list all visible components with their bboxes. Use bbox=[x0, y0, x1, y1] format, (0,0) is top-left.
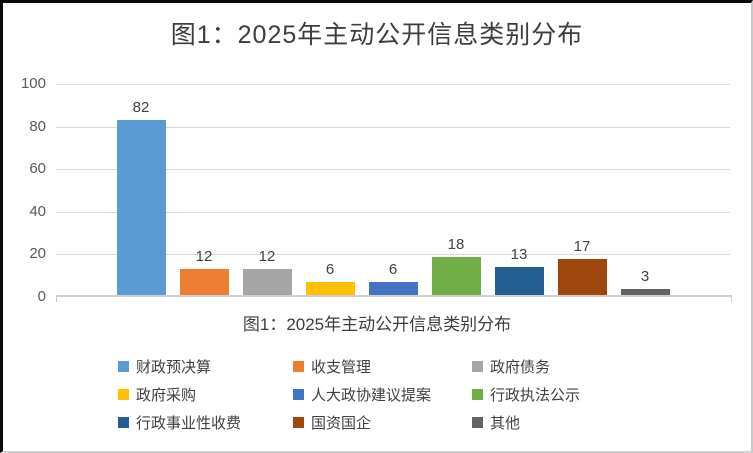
bar-行政事业性收费 bbox=[494, 267, 544, 295]
bar-行政执法公示 bbox=[431, 257, 481, 295]
legend-label: 人大政协建议提案 bbox=[311, 386, 432, 404]
legend-label: 政府债务 bbox=[490, 358, 551, 376]
bar-value-label: 18 bbox=[447, 236, 465, 253]
legend-label: 政府采购 bbox=[136, 386, 197, 404]
bar-group: 13 bbox=[494, 246, 544, 295]
legend-swatch-icon bbox=[472, 388, 483, 400]
legend-label: 收支管理 bbox=[311, 358, 372, 376]
axis-tick-right bbox=[731, 295, 732, 302]
y-axis-label-0: 0 bbox=[37, 288, 46, 305]
legend-item-政府采购: 政府采购 bbox=[118, 384, 293, 405]
legend-swatch-icon bbox=[118, 388, 129, 400]
bar-财政预决算 bbox=[116, 120, 166, 295]
bar-value-label: 12 bbox=[258, 248, 276, 265]
category-axis-line bbox=[56, 295, 732, 297]
y-axis-label-80: 80 bbox=[29, 117, 46, 135]
legend-label: 其他 bbox=[490, 414, 521, 432]
legend-swatch-icon bbox=[118, 416, 129, 428]
bar-group: 18 bbox=[431, 236, 481, 295]
category-axis-label: 图1：2025年主动公开信息类别分布 bbox=[242, 315, 512, 334]
bar-value-label: 6 bbox=[388, 261, 398, 278]
gridline-80 bbox=[56, 126, 730, 128]
bar-其他 bbox=[620, 289, 670, 295]
y-axis-label-100: 100 bbox=[20, 75, 46, 92]
legend-label: 行政事业性收费 bbox=[136, 414, 242, 432]
legend-label: 行政执法公示 bbox=[490, 386, 581, 404]
bar-group: 17 bbox=[557, 238, 607, 295]
bar-国资国企 bbox=[557, 259, 607, 295]
bar-group: 6 bbox=[305, 261, 355, 295]
legend-item-人大政协建议提案: 人大政协建议提案 bbox=[293, 384, 472, 405]
legend-item-财政预决算: 财政预决算 bbox=[118, 356, 293, 377]
bar-group: 12 bbox=[242, 248, 292, 295]
legend-item-其他: 其他 bbox=[472, 412, 657, 433]
bar-value-label: 13 bbox=[510, 246, 528, 263]
bar-政府债务 bbox=[242, 269, 292, 295]
gridline-40 bbox=[56, 211, 730, 213]
bar-value-label: 6 bbox=[325, 261, 335, 278]
y-axis-label-60: 60 bbox=[29, 160, 46, 178]
legend-item-国资国企: 国资国企 bbox=[293, 412, 472, 433]
y-axis-label-20: 20 bbox=[29, 245, 46, 263]
axis-tick-left bbox=[56, 295, 57, 302]
bar-收支管理 bbox=[179, 269, 229, 295]
legend-swatch-icon bbox=[293, 416, 304, 428]
legend-item-政府债务: 政府债务 bbox=[472, 356, 657, 377]
bar-value-label: 12 bbox=[195, 248, 213, 265]
legend-label: 国资国企 bbox=[311, 414, 372, 432]
legend: 财政预决算 收支管理 政府债务政府采购 人大政协建议提案 行政执法公示行政事业性收费 国资… bbox=[118, 352, 657, 436]
bar-group: 3 bbox=[620, 268, 670, 295]
gridline-100 bbox=[56, 84, 730, 85]
legend-swatch-icon bbox=[118, 360, 129, 372]
bar-人大政协建议提案 bbox=[368, 282, 418, 295]
legend-swatch-icon bbox=[472, 360, 483, 372]
gridline-60 bbox=[56, 169, 730, 171]
bars-row: 82 12 12 6 6 18 13 17 3 bbox=[56, 83, 730, 295]
bar-value-label: 3 bbox=[640, 268, 650, 285]
gridline-20 bbox=[56, 254, 730, 256]
legend-item-行政事业性收费: 行政事业性收费 bbox=[118, 412, 293, 433]
legend-swatch-icon bbox=[293, 360, 304, 372]
legend-item-收支管理: 收支管理 bbox=[293, 356, 472, 377]
bar-group: 6 bbox=[368, 261, 418, 295]
legend-swatch-icon bbox=[472, 416, 483, 428]
bar-value-label: 17 bbox=[573, 238, 591, 255]
bar-group: 82 bbox=[116, 99, 166, 295]
legend-swatch-icon bbox=[293, 388, 304, 400]
y-axis-label-40: 40 bbox=[29, 202, 46, 220]
legend-label: 财政预决算 bbox=[136, 358, 212, 376]
bar-政府采购 bbox=[305, 282, 355, 295]
legend-item-行政执法公示: 行政执法公示 bbox=[472, 384, 657, 405]
bar-value-label: 82 bbox=[132, 99, 150, 116]
bar-group: 12 bbox=[179, 248, 229, 295]
chart-title: 图1：2025年主动公开信息类别分布 bbox=[170, 21, 584, 49]
